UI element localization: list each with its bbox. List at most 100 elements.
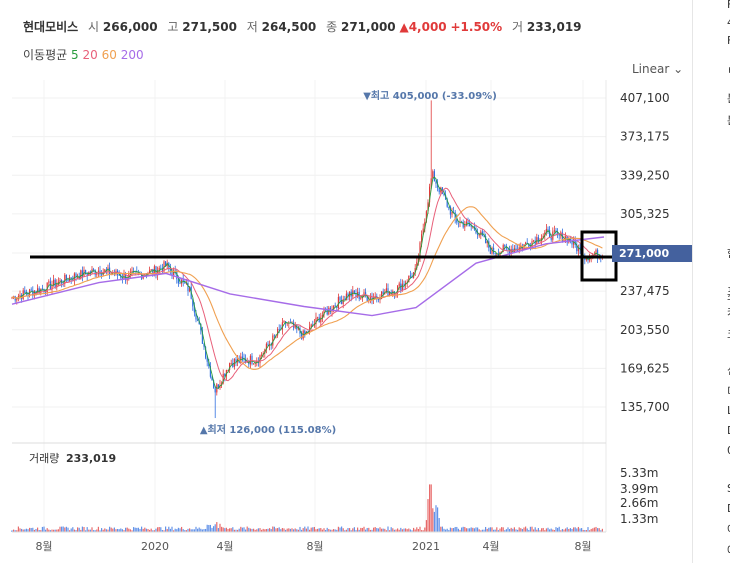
volume-bar	[585, 530, 587, 532]
ma5-line	[11, 176, 603, 389]
volume-bar	[312, 527, 314, 532]
volume-bar	[518, 527, 520, 532]
volume-bar	[379, 527, 381, 532]
candle-body	[537, 237, 539, 242]
volume-bar	[401, 529, 403, 532]
volume-bar	[54, 529, 56, 532]
candle-body	[232, 362, 234, 367]
candle-body	[41, 288, 43, 290]
volume-bar	[221, 526, 223, 532]
volume-bar	[505, 529, 507, 532]
candle-body	[531, 241, 533, 247]
volume-bar	[449, 527, 451, 532]
candle-body	[104, 269, 106, 272]
candle-body	[464, 225, 466, 228]
candle-body	[181, 279, 183, 284]
candle-body	[469, 223, 471, 226]
candle-body	[150, 269, 152, 271]
candle-body	[539, 240, 541, 242]
candle-body	[243, 358, 245, 360]
volume-bar	[11, 530, 13, 532]
volume-bar	[201, 529, 203, 532]
candle-body	[273, 335, 275, 337]
max-annotation: ▼최고 405,000 (-33.09%)	[363, 89, 497, 102]
volume-bar	[520, 528, 522, 532]
volume-bar	[128, 528, 130, 532]
x-tick-label: 4월	[216, 540, 233, 553]
candle-body	[446, 199, 448, 207]
candle-body	[312, 324, 314, 326]
volume-bar	[62, 526, 64, 532]
candle-body	[54, 279, 56, 287]
scale-dropdown[interactable]: Linear ⌄	[632, 62, 683, 76]
volume-bar	[64, 527, 66, 532]
volume-bar	[288, 528, 290, 532]
volume-bar	[83, 527, 85, 532]
volume-bar	[286, 528, 288, 532]
candle-body	[544, 232, 546, 236]
volume-bar	[61, 526, 63, 532]
x-tick-label: 8월	[574, 540, 591, 553]
volume-bar	[261, 529, 263, 532]
volume-bar	[99, 530, 101, 532]
volume-bar	[168, 526, 170, 532]
moving-average-legend[interactable]: 이동평균 5 20 60 200	[23, 46, 144, 63]
volume-bar	[150, 528, 152, 532]
volume-bar	[393, 529, 395, 532]
y-tick-label: 237,475	[620, 284, 670, 298]
volume-bar	[56, 529, 58, 532]
candle-body	[456, 218, 458, 223]
volume-bar	[453, 528, 455, 532]
candle-body	[283, 321, 285, 323]
side-panel-text: 스	[727, 288, 730, 304]
volume-bar	[597, 528, 599, 532]
candle-body	[504, 245, 506, 247]
candle-body	[214, 387, 216, 393]
volume-bar	[125, 527, 127, 532]
volume-bar	[598, 528, 600, 532]
x-tick-label: 4월	[482, 540, 499, 553]
candle-body	[94, 269, 96, 275]
volume-bar	[230, 528, 232, 532]
candle-body	[86, 273, 88, 276]
volume-bar	[405, 528, 407, 532]
volume-bar	[475, 527, 477, 532]
volume-bar	[113, 527, 115, 532]
volume-bar	[523, 527, 525, 532]
volume-bar	[177, 527, 179, 532]
candle-body	[85, 269, 87, 274]
candle-body	[301, 333, 303, 339]
candle-body	[16, 298, 18, 301]
volume-bar	[550, 528, 552, 532]
volume-bar	[176, 529, 178, 532]
candle-body	[577, 247, 579, 252]
volume-bar	[397, 528, 399, 532]
candle-body	[373, 297, 375, 300]
volume-bar	[115, 529, 117, 532]
candle-body	[347, 293, 349, 297]
volume-bar	[473, 528, 475, 532]
volume-bar	[46, 528, 48, 532]
volume-bar	[467, 528, 469, 532]
volume-bar	[101, 528, 103, 532]
candle-body	[397, 286, 399, 293]
candle-body	[286, 323, 288, 325]
volume-bar	[112, 528, 114, 532]
volume-bar	[16, 530, 18, 532]
volume-bar	[531, 526, 533, 532]
candle-body	[65, 274, 67, 280]
current-price-badge	[612, 245, 692, 262]
volume-bar	[200, 528, 202, 532]
candle-body	[310, 324, 312, 327]
candle-body	[483, 235, 485, 237]
candle-body	[437, 183, 439, 188]
volume-bar	[430, 484, 432, 532]
candle-body	[235, 359, 237, 363]
volume-bar	[190, 529, 192, 532]
volume-bar	[14, 530, 16, 532]
candle-body	[369, 297, 371, 301]
volume-bar	[549, 529, 551, 532]
candle-body	[454, 212, 456, 219]
volume-bar	[334, 529, 336, 532]
current-price-label: 271,000	[619, 247, 669, 260]
